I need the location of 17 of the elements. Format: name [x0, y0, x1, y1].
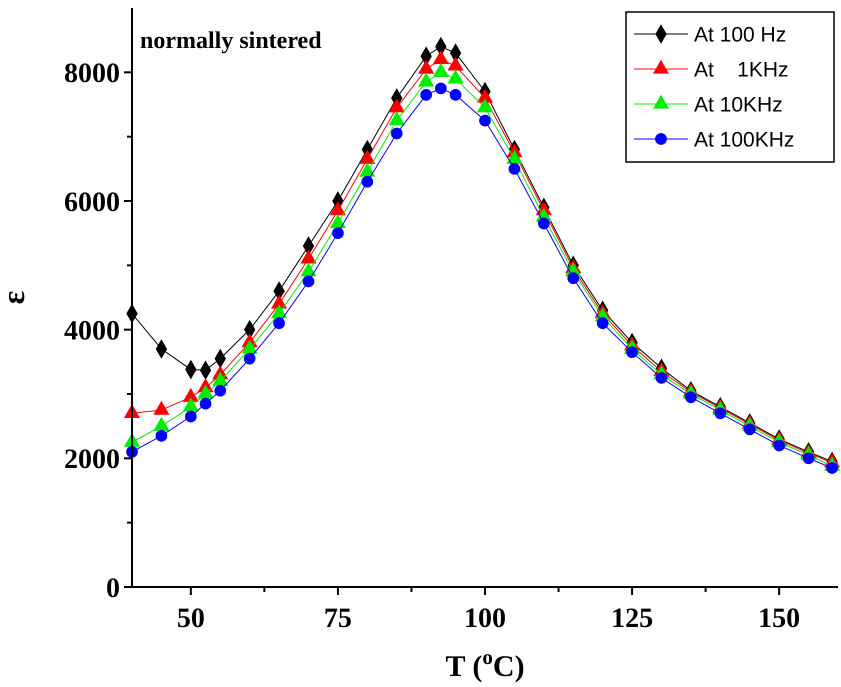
y-tick-label: 0 — [106, 572, 120, 604]
legend-label: At 10KHz — [694, 93, 783, 116]
x-tick-label: 75 — [324, 603, 352, 634]
legend-label: At 1KHz — [694, 58, 789, 82]
legend-label: At 100KHz — [694, 128, 794, 152]
x-tick-label: 50 — [176, 603, 205, 634]
y-tick-label: 2000 — [64, 444, 120, 476]
y-tick-label: 8000 — [64, 58, 120, 90]
y-axis-title: ε — [0, 290, 31, 304]
x-axis-title: T ($^{o}$C) — [445, 645, 525, 683]
legend-label: At 100 Hz — [694, 23, 786, 46]
y-tick-label: 4000 — [64, 315, 120, 346]
x-tick-label: 125 — [611, 603, 654, 634]
x-tick-label: 150 — [758, 603, 800, 634]
annotation: normally sintered — [140, 28, 322, 54]
x-tick-label: 100 — [464, 603, 506, 634]
y-tick-label: 6000 — [64, 186, 120, 218]
